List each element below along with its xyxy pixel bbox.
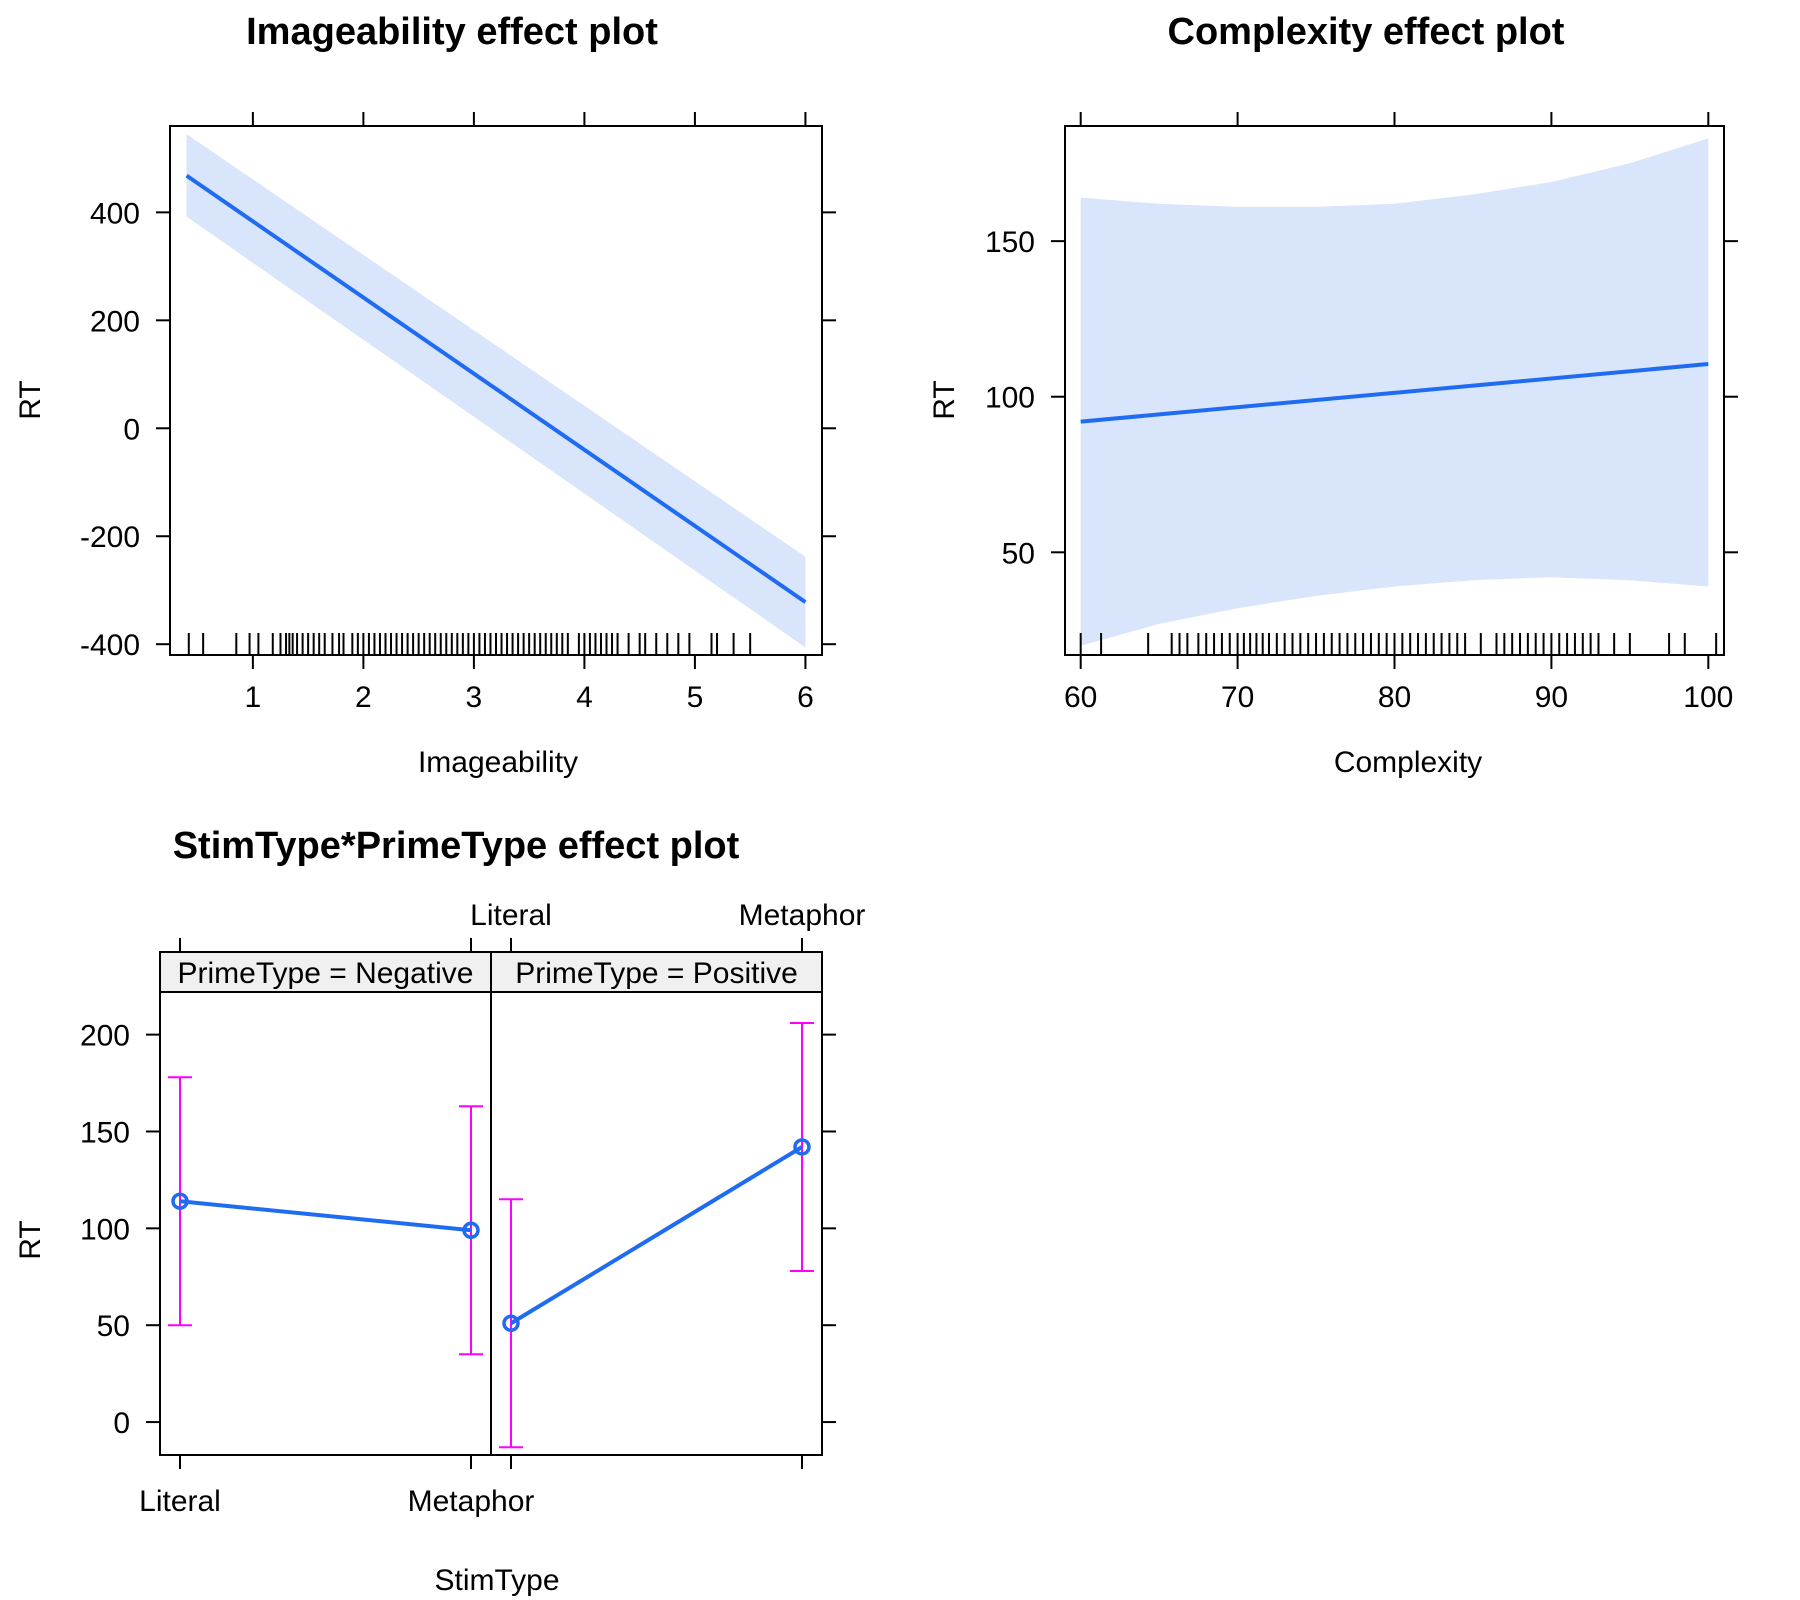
p1-y-tick-label-3: 200 bbox=[90, 305, 140, 338]
p1-y-tick-label-1: -200 bbox=[80, 521, 140, 554]
stimtype-panels: PrimeType = Negative Literal Metaphor Prime… bbox=[80, 899, 865, 1518]
y-tick-label-0: 0 bbox=[113, 1407, 130, 1440]
x-tick-label-bottom-1: Metaphor bbox=[408, 1485, 535, 1518]
imageability-x-axis-label: Imageability bbox=[418, 746, 578, 779]
complexity-rug bbox=[1079, 633, 1718, 655]
p2-x-tick-label-3: 90 bbox=[1535, 681, 1568, 714]
panel-frame-1 bbox=[490, 991, 823, 1456]
imageability-rug bbox=[187, 633, 752, 655]
imageability-fit-line bbox=[185, 174, 807, 604]
imageability-x-ticks: 1 2 3 4 5 6 bbox=[245, 112, 814, 714]
imageability-y-axis-label: RT bbox=[14, 380, 47, 419]
p1-x-tick-label-2: 3 bbox=[466, 681, 483, 714]
strip-bg-1 bbox=[490, 951, 823, 993]
complexity-y-axis-label: RT bbox=[928, 380, 961, 419]
stimtype-x-axis-label: StimType bbox=[434, 1564, 559, 1597]
stimtype-y-axis-label: RT bbox=[14, 1220, 47, 1259]
complexity-plot-frame bbox=[1064, 125, 1725, 656]
complexity-y-ticks: 50 100 150 bbox=[985, 226, 1738, 570]
x-tick-label-top-1: Metaphor bbox=[739, 899, 866, 932]
effect-point-1-1 bbox=[793, 1138, 811, 1156]
panel-frame-0 bbox=[159, 991, 492, 1456]
p1-y-tick-label-0: -400 bbox=[80, 629, 140, 662]
y-tick-label-4: 200 bbox=[80, 1020, 130, 1053]
strip-label-1: PrimeType = Positive bbox=[515, 957, 798, 990]
p2-x-tick-label-1: 70 bbox=[1221, 681, 1254, 714]
y-tick-label-1: 50 bbox=[97, 1310, 130, 1343]
imageability-effect-plot: Imageability effect plot Imageability RT… bbox=[14, 11, 836, 779]
stimtype-primetype-effect-plot: StimType*PrimeType effect plot StimType … bbox=[14, 825, 865, 1597]
p2-y-tick-label-2: 150 bbox=[985, 226, 1035, 259]
p1-x-tick-label-3: 4 bbox=[576, 681, 593, 714]
x-tick-label-bottom-0: Literal bbox=[139, 1485, 221, 1518]
p2-x-tick-label-0: 60 bbox=[1064, 681, 1097, 714]
p2-y-tick-label-1: 100 bbox=[985, 382, 1035, 415]
effect-line-0 bbox=[179, 1199, 472, 1233]
p1-x-tick-label-4: 5 bbox=[687, 681, 704, 714]
p1-x-tick-label-1: 2 bbox=[355, 681, 372, 714]
p1-y-tick-label-4: 400 bbox=[90, 197, 140, 230]
effect-point-0-1 bbox=[462, 1221, 480, 1240]
effect-point-0-0 bbox=[171, 1192, 189, 1210]
strip-bg-0 bbox=[159, 951, 492, 993]
complexity-effect-plot: Complexity effect plot Complexity RT 60 7… bbox=[928, 11, 1738, 779]
y-tick-label-2: 100 bbox=[80, 1213, 130, 1246]
p2-x-tick-label-4: 100 bbox=[1683, 681, 1733, 714]
effect-line-1 bbox=[509, 1145, 804, 1325]
complexity-x-axis-label: Complexity bbox=[1334, 746, 1482, 779]
strip-label-0: PrimeType = Negative bbox=[178, 957, 474, 990]
p2-x-tick-label-2: 80 bbox=[1378, 681, 1411, 714]
p2-y-tick-label-0: 50 bbox=[1002, 537, 1035, 570]
x-tick-label-top-0: Literal bbox=[470, 899, 552, 932]
complexity-plot-title: Complexity effect plot bbox=[1168, 11, 1565, 53]
complexity-fit-line bbox=[1080, 362, 1709, 424]
effect-point-1-0 bbox=[502, 1314, 520, 1333]
y-tick-label-3: 150 bbox=[80, 1116, 130, 1149]
stimtype-primetype-plot-title: StimType*PrimeType effect plot bbox=[173, 825, 740, 867]
complexity-x-ticks: 60 70 80 90 100 bbox=[1064, 112, 1733, 714]
imageability-plot-frame bbox=[169, 125, 823, 656]
p1-x-tick-label-5: 6 bbox=[797, 681, 814, 714]
imageability-plot-title: Imageability effect plot bbox=[246, 11, 658, 53]
imageability-y-ticks: -400 -200 0 200 400 bbox=[80, 197, 836, 662]
p1-x-tick-label-0: 1 bbox=[245, 681, 262, 714]
p1-y-tick-label-2: 0 bbox=[123, 413, 140, 446]
